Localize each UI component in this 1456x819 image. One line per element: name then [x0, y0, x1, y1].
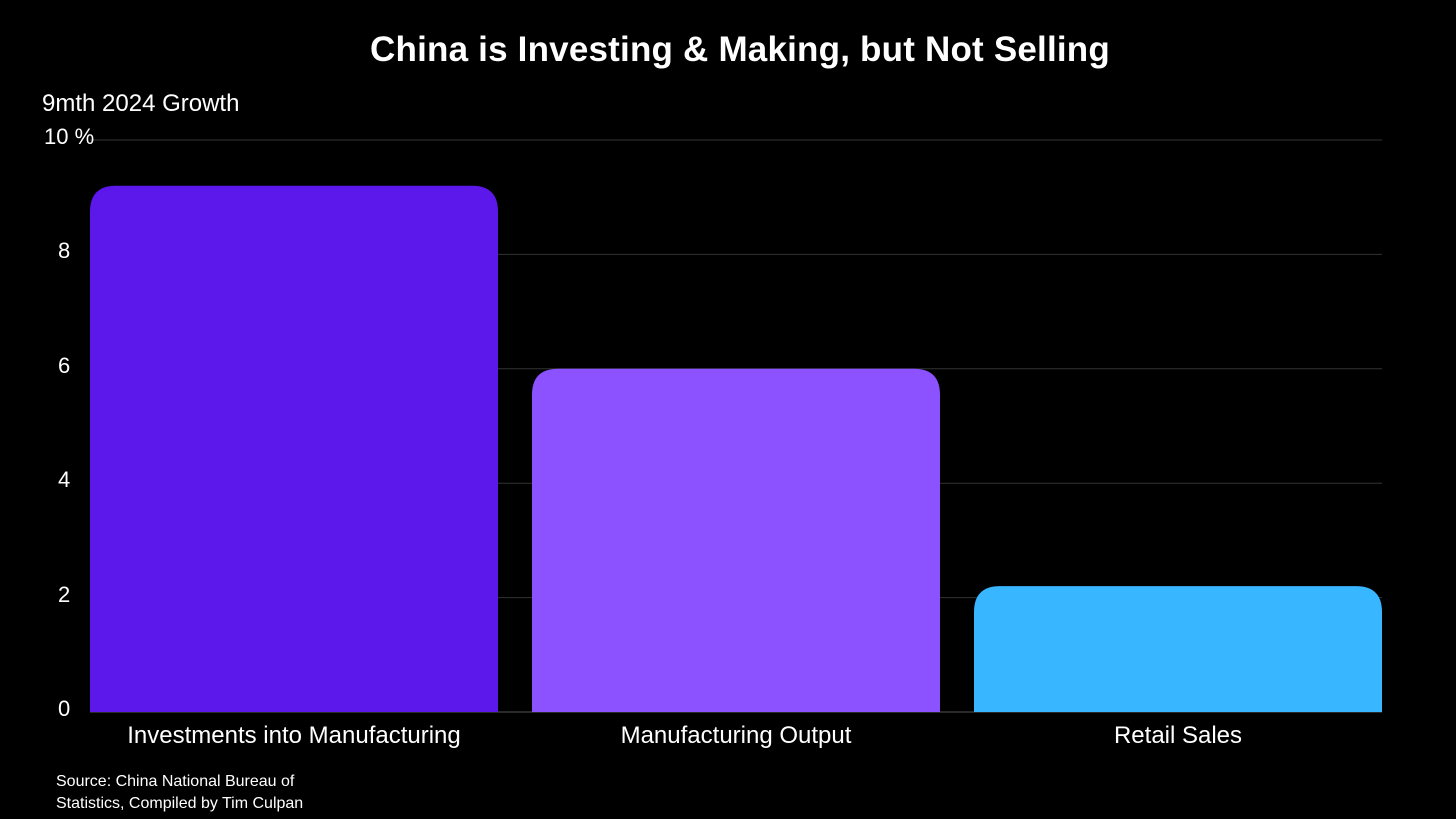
bar-2 — [974, 586, 1382, 712]
source-note: Source: China National Bureau of Statist… — [56, 773, 304, 812]
bar-0 — [90, 185, 498, 712]
y-axis-label: 9mth 2024 Growth — [42, 90, 240, 117]
x-category-label-1: Manufacturing Output — [620, 722, 852, 749]
x-category-label-2: Retail Sales — [1113, 722, 1243, 749]
x-category-label-0: Investments into Manufacturing — [127, 722, 461, 749]
y-tick-label-2: 4 — [58, 467, 71, 493]
chart-title: China is Investing & Making, but Not Sel… — [370, 30, 1110, 69]
y-tick-label-0: 0 — [58, 696, 71, 721]
y-tick-label-4: 8 — [58, 238, 71, 264]
bar-1 — [532, 368, 940, 712]
y-tick-label-3: 6 — [58, 352, 71, 378]
y-tick-label-5: 10 % — [44, 124, 95, 149]
y-tick-label-1: 2 — [58, 581, 71, 607]
